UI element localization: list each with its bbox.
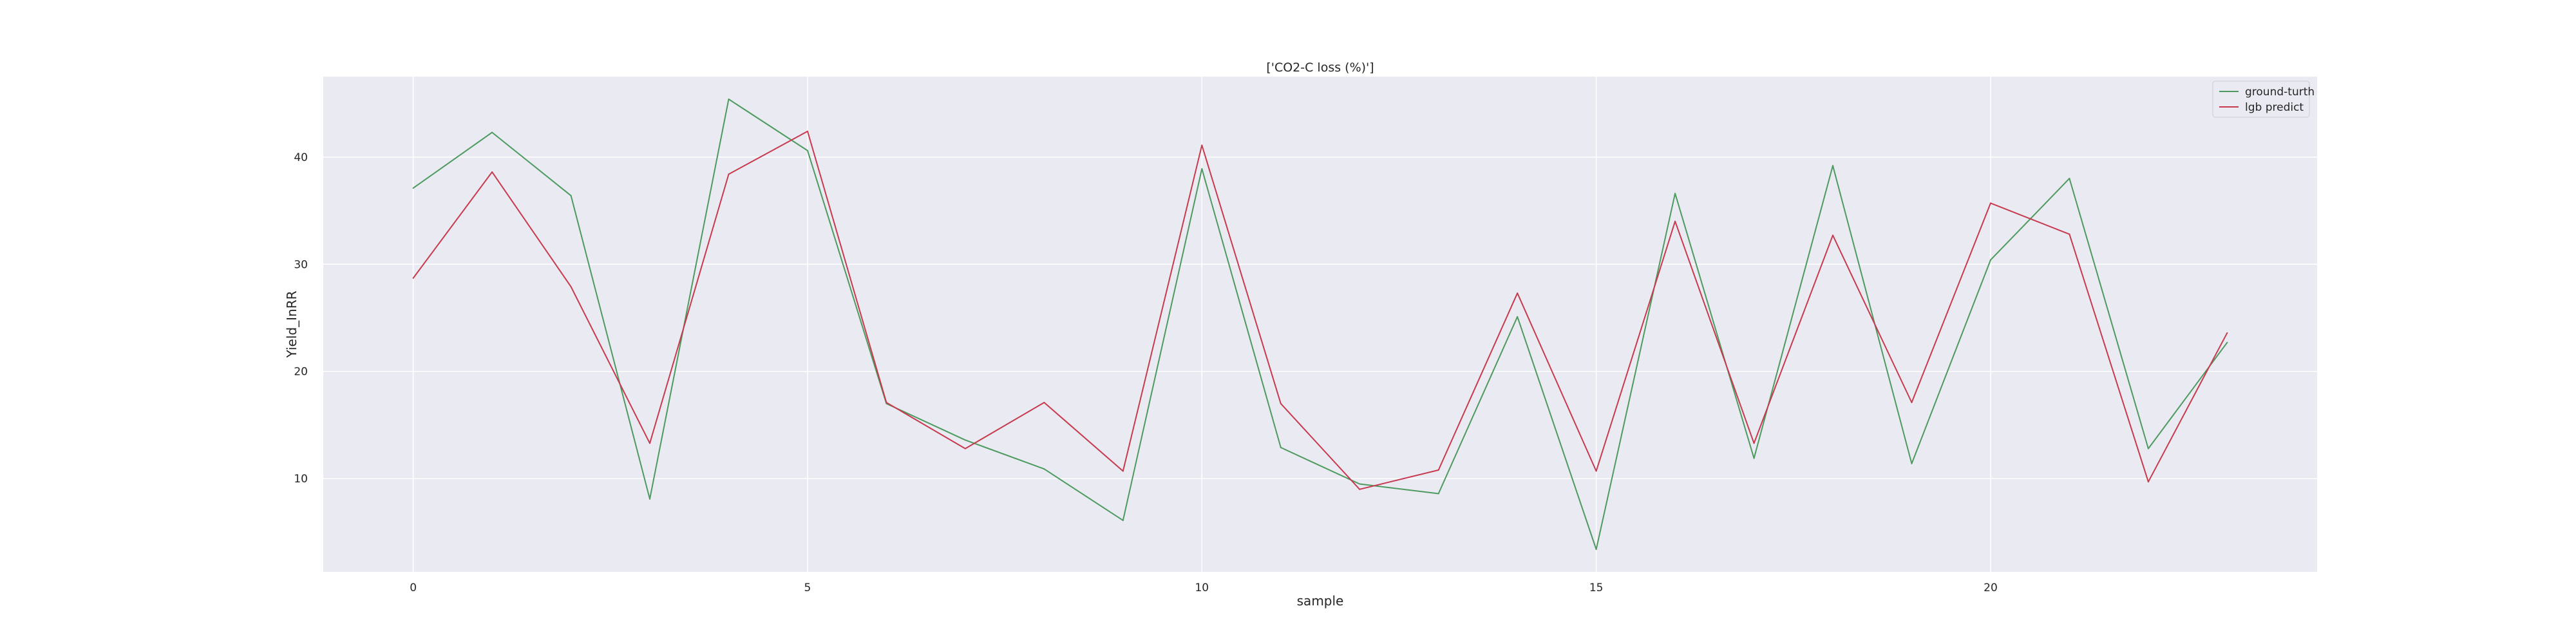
data-point xyxy=(1911,462,1913,464)
legend: ground-turth lgb predict xyxy=(2212,80,2315,118)
y-tick-label: 40 xyxy=(294,151,308,164)
data-point xyxy=(1280,446,1282,448)
legend-label-lgb-predict: lgb predict xyxy=(2245,101,2304,114)
data-point xyxy=(1122,520,1124,522)
data-point xyxy=(570,194,572,196)
data-point xyxy=(1280,402,1282,404)
data-point xyxy=(728,98,730,100)
data-point xyxy=(964,448,966,450)
tick-labels: 0 5 10 15 20 10 20 30 40 xyxy=(294,151,1997,594)
data-point xyxy=(1359,483,1361,485)
data-point xyxy=(806,130,808,132)
series-line-ground-turth xyxy=(413,99,2228,550)
x-axis-label: sample xyxy=(1297,593,1344,609)
data-point xyxy=(1753,442,1755,444)
data-point xyxy=(2069,233,2070,235)
plot-area xyxy=(323,77,2317,572)
data-point xyxy=(1201,168,1203,170)
data-point xyxy=(1595,470,1597,472)
y-axis-label: Yield_InRR xyxy=(284,290,299,358)
data-point xyxy=(1674,220,1676,222)
data-point xyxy=(2147,448,2149,450)
data-point xyxy=(2226,332,2228,334)
x-tick-label: 15 xyxy=(1589,582,1604,594)
data-point xyxy=(1989,259,1991,261)
legend-label-ground-turth: ground-turth xyxy=(2245,86,2315,99)
data-point xyxy=(570,286,572,288)
y-tick-label: 20 xyxy=(294,366,308,379)
x-tick-label: 0 xyxy=(410,582,417,594)
data-point xyxy=(806,149,808,151)
series-lines xyxy=(412,98,2228,551)
series-line-lgb-predict xyxy=(412,130,2228,490)
data-point xyxy=(1517,292,1519,294)
data-point xyxy=(1517,316,1519,317)
data-point xyxy=(2226,341,2228,343)
data-point xyxy=(1911,402,1913,404)
data-point xyxy=(964,439,966,441)
data-point xyxy=(1989,202,1991,204)
x-tick-label: 20 xyxy=(1984,582,1998,594)
data-point xyxy=(1359,488,1361,490)
data-point xyxy=(1437,493,1439,495)
data-point xyxy=(1043,468,1045,470)
data-point xyxy=(412,187,414,189)
data-point xyxy=(1753,457,1755,459)
data-point xyxy=(2069,178,2070,180)
data-point xyxy=(412,277,414,279)
data-point xyxy=(649,498,651,500)
y-tick-label: 30 xyxy=(294,258,308,271)
x-tick-label: 10 xyxy=(1195,582,1209,594)
data-point xyxy=(1832,165,1834,167)
data-point xyxy=(1595,549,1597,551)
data-point xyxy=(491,171,493,173)
data-point xyxy=(1122,470,1124,472)
grid xyxy=(323,77,2317,572)
data-point xyxy=(1201,144,1203,146)
data-point xyxy=(491,131,493,133)
data-point xyxy=(1437,469,1439,471)
data-point xyxy=(1674,193,1676,194)
legend-box xyxy=(2212,80,2310,118)
data-point xyxy=(886,402,887,404)
y-tick-label: 10 xyxy=(294,473,308,486)
data-point xyxy=(1832,234,1834,236)
x-tick-label: 5 xyxy=(804,582,811,594)
data-point xyxy=(1043,402,1045,404)
data-point xyxy=(2147,481,2149,483)
data-point xyxy=(649,442,651,444)
chart-title: ['CO2-C loss (%)'] xyxy=(1266,61,1374,75)
data-point xyxy=(728,173,730,175)
